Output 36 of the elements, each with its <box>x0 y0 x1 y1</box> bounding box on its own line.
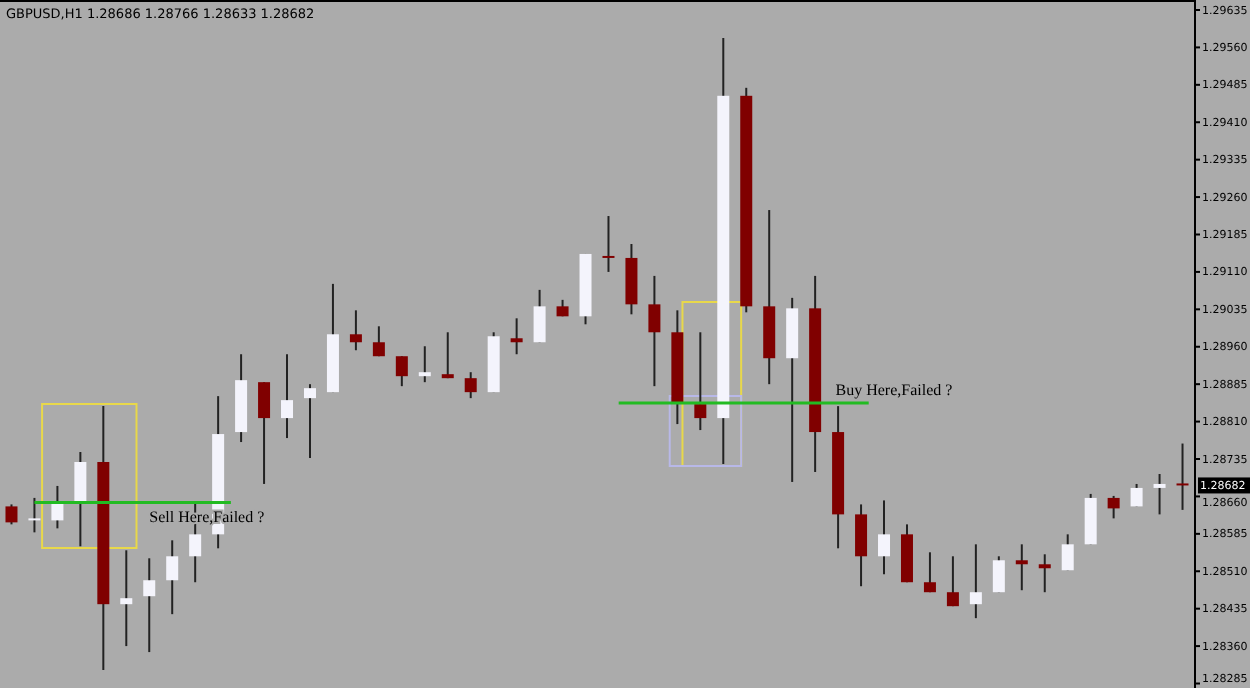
candlestick <box>258 381 271 485</box>
candlestick <box>923 551 936 594</box>
candlestick <box>28 496 41 534</box>
candlestick <box>5 503 18 526</box>
candlestick <box>372 325 385 358</box>
candlestick <box>1084 492 1097 546</box>
candlestick <box>878 499 891 576</box>
candlestick <box>1038 553 1051 594</box>
candlestick <box>855 503 868 588</box>
candlestick <box>510 317 523 356</box>
candlestick <box>464 371 477 400</box>
candlestick <box>694 331 707 432</box>
candlestick <box>349 309 362 352</box>
candlestick <box>625 242 638 316</box>
candlestick <box>74 451 87 548</box>
candlestick <box>1176 442 1189 511</box>
candlestick <box>992 555 1005 594</box>
candlestick <box>418 345 431 384</box>
candlestick <box>900 523 913 584</box>
candlestick <box>281 353 294 440</box>
candlestick <box>533 288 546 344</box>
candlestick <box>602 215 615 273</box>
candlestick <box>1153 472 1166 516</box>
candlestick <box>1061 533 1074 572</box>
candlestick <box>946 555 959 608</box>
candlestick <box>395 355 408 388</box>
candlestick <box>143 557 156 654</box>
candlestick <box>1015 543 1028 592</box>
candlestick <box>969 543 982 620</box>
candlestick <box>648 274 661 388</box>
candlestick <box>1107 494 1120 520</box>
candlestick <box>303 383 316 459</box>
ref-line-label: Buy Here,Failed ? <box>835 381 954 400</box>
candlestick <box>441 331 454 380</box>
candlestick <box>120 549 133 648</box>
candlestick <box>166 539 179 616</box>
